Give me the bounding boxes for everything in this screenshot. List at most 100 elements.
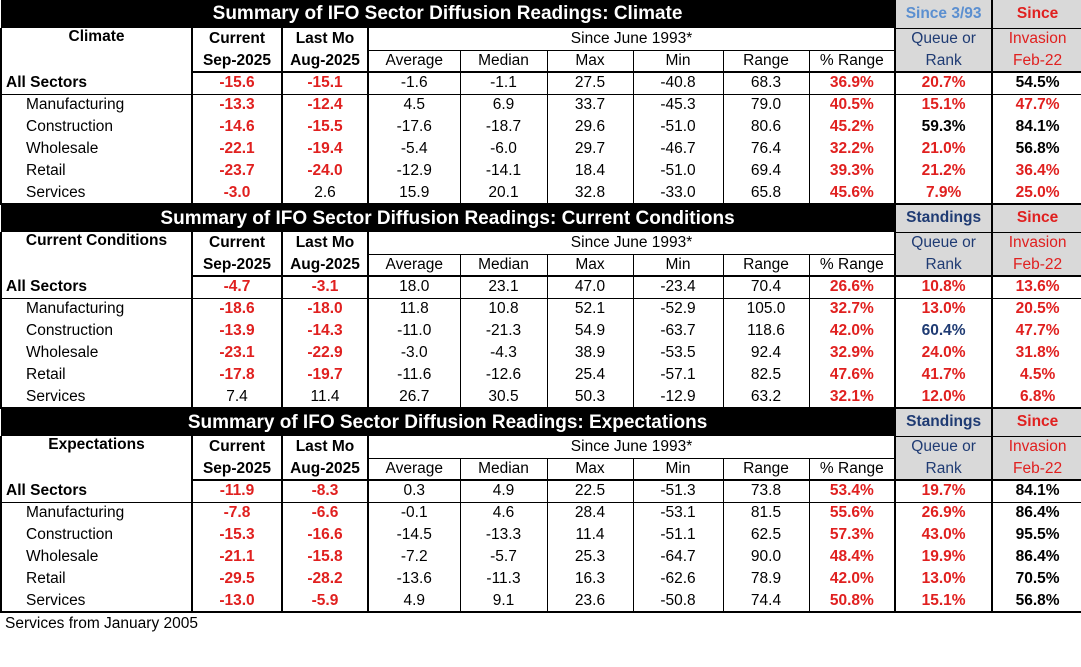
sector-name: Wholesale — [0, 546, 193, 568]
range-value: 81.5 — [722, 502, 809, 524]
invasion-value: 54.5% — [992, 72, 1081, 95]
table-row: Services -13.0 -5.9 4.9 9.1 23.6 -50.8 74.4 50.8… — [0, 590, 1081, 613]
current-value: -4.7 — [192, 276, 283, 299]
side-header-left: Standings — [895, 204, 994, 233]
sector-name: Construction — [0, 116, 193, 138]
rank-header: Rank — [895, 50, 994, 73]
rank-value: 15.1% — [895, 590, 994, 613]
last-month-value: -19.7 — [282, 364, 369, 386]
min-value: -12.9 — [632, 386, 723, 409]
max-value: 16.3 — [546, 568, 633, 590]
section-title: Summary of IFO Sector Diffusion Readings… — [1, 408, 897, 436]
table-row: All Sectors -4.7 -3.1 18.0 23.1 47.0 -23.4 70.4… — [0, 276, 1081, 299]
column-subheader-row: Sep-2025 Aug-2025 Average Median Max Min Range… — [1, 458, 1081, 481]
current-date-header: Sep-2025 — [192, 50, 283, 73]
last-month-value: -14.3 — [282, 320, 369, 342]
table-row: Manufacturing -13.3 -12.4 4.5 6.9 33.7 -45.3 79… — [0, 94, 1081, 116]
avg-value: 0.3 — [367, 480, 460, 503]
max-value: 18.4 — [546, 160, 633, 182]
max-value: 33.7 — [546, 94, 633, 116]
max-value: 50.3 — [546, 386, 633, 409]
current-value: -23.1 — [192, 342, 283, 364]
med-value: -21.3 — [459, 320, 547, 342]
queue-or-header: Queue or — [895, 232, 994, 254]
max-header: Max — [546, 254, 633, 277]
table-row: Manufacturing -7.8 -6.6 -0.1 4.6 28.4 -53.1 81.… — [0, 502, 1081, 524]
range-value: 69.4 — [722, 160, 809, 182]
med-value: 23.1 — [459, 276, 547, 299]
last-month-value: -24.0 — [282, 160, 369, 182]
min-value: -33.0 — [632, 182, 723, 205]
med-value: 30.5 — [459, 386, 547, 409]
feb-header: Feb-22 — [992, 458, 1081, 481]
avg-value: -1.6 — [367, 72, 460, 95]
section-label: Current Conditions — [0, 232, 193, 276]
last-month-value: -16.6 — [282, 524, 369, 546]
invasion-value: 31.8% — [1015, 344, 1060, 361]
current-date-header: Sep-2025 — [192, 254, 283, 277]
queue-or-header: Queue or — [895, 436, 994, 458]
sector-name: Construction — [0, 320, 193, 342]
avg-value: 18.0 — [367, 276, 460, 299]
med-value: 6.9 — [459, 94, 547, 116]
pct-range-value: 42.0% — [808, 320, 897, 342]
med-value: -14.1 — [459, 160, 547, 182]
rank-value: 41.7% — [895, 364, 994, 386]
table-row: Construction -15.3 -16.6 -14.5 -13.3 11.4 -51.… — [0, 524, 1081, 546]
pct-range-header: % Range — [808, 458, 897, 481]
column-header-row: Climate Current Last Mo Since June 1993* Que… — [0, 28, 1081, 72]
max-value: 47.0 — [546, 276, 633, 299]
invasion-value: 25.0% — [992, 182, 1081, 205]
min-value: -62.6 — [632, 568, 723, 590]
pct-range-value: 26.6% — [808, 276, 897, 299]
section-label: Climate — [0, 28, 193, 72]
avg-value: -0.1 — [367, 502, 460, 524]
rank-value: 13.0% — [895, 298, 994, 320]
sector-name: Services — [0, 386, 193, 409]
min-value: -45.3 — [632, 94, 723, 116]
max-value: 11.4 — [546, 524, 633, 546]
average-header: Average — [367, 458, 460, 481]
pct-range-header: % Range — [808, 254, 897, 277]
side-header-left: Since 3/93 — [895, 0, 994, 29]
invasion-header: Invasion — [992, 28, 1081, 50]
min-value: -23.4 — [632, 276, 723, 299]
since-header: Since June 1993* — [368, 436, 897, 459]
table-row: Retail -17.8 -19.7 -11.6 -12.6 25.4 -57.1 82.5 4… — [0, 364, 1081, 386]
rank-value: 26.9% — [895, 502, 994, 524]
rank-header: Rank — [895, 254, 994, 277]
current-date-header: Sep-2025 — [192, 458, 283, 481]
med-value: 9.1 — [459, 590, 547, 613]
last-month-value: -12.4 — [282, 94, 369, 116]
last-month-value: -15.8 — [282, 546, 369, 568]
queue-or-header: Queue or — [895, 28, 994, 50]
invasion-value: 84.1% — [1015, 118, 1060, 135]
current-value: -22.1 — [192, 138, 283, 160]
invasion-value: 4.5% — [1019, 366, 1056, 383]
last-month-value: -19.4 — [282, 138, 369, 160]
max-value: 52.1 — [546, 298, 633, 320]
current-value: -21.1 — [192, 546, 283, 568]
side-header-right: Since — [992, 204, 1081, 233]
min-value: -40.8 — [632, 72, 723, 95]
table-row: Services -3.0 2.6 15.9 20.1 32.8 -33.0 65.8 45.6… — [0, 182, 1081, 205]
med-value: -13.3 — [459, 524, 547, 546]
last-month-value: -3.1 — [282, 276, 369, 299]
rank-header: Rank — [895, 458, 994, 481]
section-title: Summary of IFO Sector Diffusion Readings… — [1, 204, 897, 232]
invasion-value: 56.8% — [1015, 140, 1060, 157]
min-value: -46.7 — [632, 138, 723, 160]
pct-range-value: 48.4% — [808, 546, 897, 568]
rank-value: 60.4% — [895, 320, 994, 342]
max-value: 25.4 — [546, 364, 633, 386]
med-value: -18.7 — [459, 116, 547, 138]
current-value: -13.3 — [192, 94, 283, 116]
max-value: 32.8 — [546, 182, 633, 205]
avg-value: -7.2 — [367, 546, 460, 568]
med-value: -12.6 — [459, 364, 547, 386]
range-value: 82.5 — [722, 364, 809, 386]
range-value: 78.9 — [722, 568, 809, 590]
min-value: -50.8 — [632, 590, 723, 613]
section-label: Expectations — [0, 436, 193, 480]
